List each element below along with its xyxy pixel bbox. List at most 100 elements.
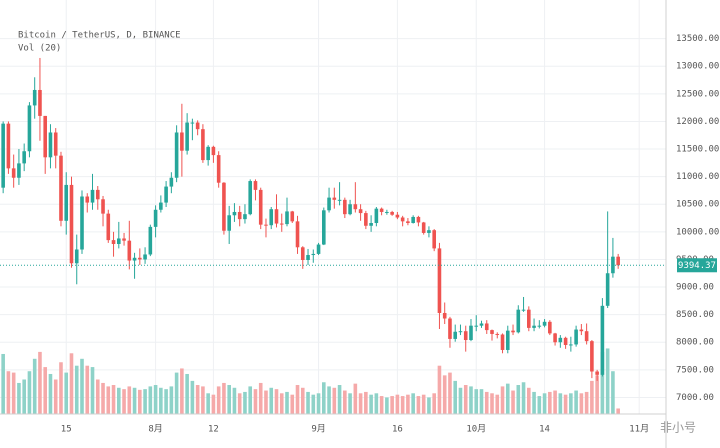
volume-bar [358, 393, 363, 414]
candle-body [169, 177, 174, 187]
volume-bar [327, 386, 331, 414]
y-tick-label: 7500.00 [676, 365, 714, 375]
volume-bar [127, 386, 132, 414]
candle-body [395, 214, 400, 218]
candle-body [38, 89, 42, 116]
candle-body [574, 329, 578, 345]
candle-body [300, 247, 305, 260]
volume-bar [437, 365, 442, 414]
candle-body [421, 222, 426, 233]
volume-bar [274, 389, 279, 414]
x-tick-label: 11月 [629, 424, 649, 435]
last-price-label: 9394.37 [678, 261, 716, 271]
volume-bar [453, 380, 458, 414]
candle-body [164, 186, 168, 203]
volume-bar [516, 385, 521, 414]
volume-bar [232, 387, 237, 414]
candle-body [69, 184, 74, 264]
volume-bar [164, 389, 168, 414]
volume-bar [484, 391, 489, 414]
volume-bar [243, 391, 247, 414]
candle-body [279, 223, 284, 225]
volume-bar [216, 386, 221, 414]
volume-bar [153, 385, 158, 414]
candle-body [211, 146, 216, 156]
volume-bar [400, 396, 405, 414]
candle-body [474, 325, 479, 327]
candle-body [285, 211, 289, 225]
candle-body [437, 248, 442, 313]
volume-bar [469, 386, 473, 414]
volume-bar [27, 371, 32, 414]
candle-body [27, 105, 32, 152]
candle-body [385, 211, 389, 213]
candle-body [258, 189, 263, 225]
volume-bar [616, 408, 620, 414]
volume-bar [605, 348, 610, 414]
volume-bar [416, 396, 421, 414]
x-tick-label: 16 [392, 425, 403, 435]
y-tick-label: 10000.00 [676, 227, 719, 237]
volume-bar [69, 353, 74, 414]
volume-bar [579, 393, 584, 414]
volume-bar [500, 386, 505, 414]
candle-body [59, 155, 63, 221]
candle-body [369, 223, 373, 226]
candle-body [379, 208, 384, 212]
candle-body [311, 253, 316, 256]
candle-body [453, 331, 458, 339]
candle-body [185, 122, 189, 151]
volume-bar [490, 393, 494, 414]
volume-bar [348, 393, 352, 414]
x-tick-label: 8月 [148, 424, 162, 435]
volume-bar [264, 390, 268, 414]
volume-bar [532, 391, 536, 414]
candle-body [101, 199, 105, 214]
volume-bar [527, 387, 531, 414]
candle-body [484, 323, 489, 331]
y-tick-label: 8000.00 [676, 338, 714, 348]
volume-bar [537, 396, 542, 414]
candle-body [327, 197, 331, 211]
volume-bar [253, 389, 258, 414]
candle-body [106, 213, 111, 241]
candle-body [500, 334, 505, 350]
candle-body [53, 132, 58, 156]
volume-bar [285, 391, 289, 414]
y-tick-label: 10500.00 [676, 200, 719, 210]
candle-body [227, 215, 231, 231]
candle-body [400, 217, 405, 222]
volume-bar [521, 382, 526, 414]
volume-bar [306, 391, 310, 414]
volume-bar [43, 367, 48, 414]
volume-bar [337, 385, 342, 414]
candle-body [253, 181, 258, 190]
candle-body [48, 132, 53, 158]
candle-body [390, 211, 394, 215]
candle-body [584, 331, 589, 342]
candle-body [343, 199, 347, 215]
candle-body [216, 155, 221, 183]
volume-indicator: Vol (20) [18, 44, 61, 54]
volume-bar [174, 372, 179, 414]
candle-body [243, 214, 247, 220]
volume-bar [11, 372, 16, 414]
volume-bar [369, 394, 373, 414]
volume-bar [190, 380, 195, 414]
candle-body [511, 330, 515, 333]
candle-body [469, 325, 473, 341]
y-tick-label: 8500.00 [676, 310, 714, 320]
candle-body [490, 330, 494, 334]
candle-body [337, 199, 342, 201]
candle-body [600, 305, 605, 375]
volume-bar [463, 385, 468, 414]
volume-bar [95, 379, 100, 414]
volume-bar [101, 382, 105, 414]
candle-body [406, 221, 410, 224]
volume-bar [85, 365, 90, 414]
candle-body [43, 115, 48, 158]
y-tick-label: 7000.00 [676, 393, 714, 403]
candle-body [527, 309, 531, 328]
volume-bar [237, 393, 242, 414]
y-tick-label: 11500.00 [676, 145, 719, 155]
